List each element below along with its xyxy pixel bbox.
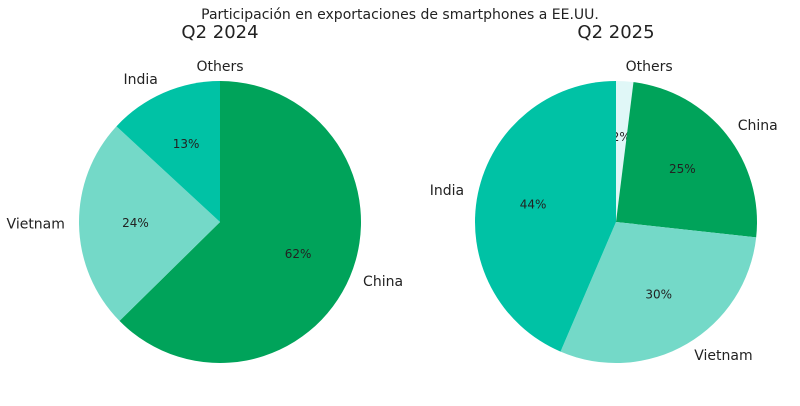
slice-label: Others	[626, 59, 673, 75]
subplot-title: Q2 2025	[577, 22, 654, 43]
slice-label: China	[738, 118, 778, 134]
slice-label: India	[123, 72, 157, 88]
value-label: 62%	[285, 247, 312, 261]
pie-slice	[560, 222, 757, 363]
pie-slice	[116, 81, 220, 222]
slice-label: China	[363, 274, 403, 290]
value-label: 2%	[612, 130, 631, 144]
value-label: 13%	[173, 137, 200, 151]
value-label: 25%	[669, 162, 696, 176]
slice-label: Vietnam	[7, 216, 65, 232]
subplot-title: Q2 2024	[181, 22, 258, 43]
chart-title: Participación en exportaciones de smartp…	[201, 7, 599, 23]
pie-slice	[616, 82, 757, 238]
value-label: 30%	[645, 288, 672, 302]
pie-slice	[78, 126, 220, 321]
slice-label: India	[430, 183, 464, 199]
slice-label: Others	[196, 59, 243, 75]
pie-slice	[475, 81, 616, 352]
value-label: 24%	[122, 216, 149, 230]
pie-slice	[616, 81, 634, 222]
pie-slice	[119, 81, 362, 364]
slice-label: Vietnam	[694, 348, 752, 364]
value-label: 44%	[520, 198, 547, 212]
